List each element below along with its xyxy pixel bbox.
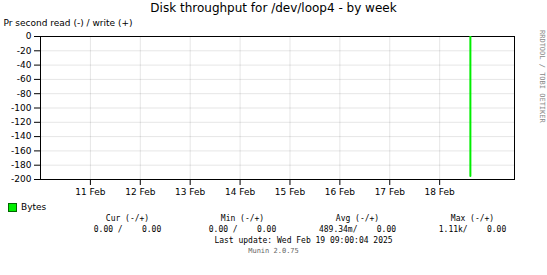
html-text:Bytes: Bytes — [21, 202, 47, 212]
svg-text:16 Feb: 16 Feb — [325, 187, 356, 197]
html-text:Avg (-/+): Avg (-/+) — [335, 214, 380, 223]
svg-text:12 Feb: 12 Feb — [125, 187, 156, 197]
svg-text:-20: -20 — [17, 46, 32, 56]
svg-text:17 Feb: 17 Feb — [375, 187, 406, 197]
html-text:RRDTOOL / TOBI OETIKER: RRDTOOL / TOBI OETIKER — [538, 30, 546, 123]
html-text:0.00 / 0.00: 0.00 / 0.00 — [208, 225, 277, 234]
svg-text:-200: -200 — [11, 174, 32, 184]
html-text:1.11k/ 0.00: 1.11k/ 0.00 — [438, 225, 507, 234]
html-text:Cur (-/+): Cur (-/+) — [105, 214, 150, 223]
svg-text:-120: -120 — [11, 117, 32, 127]
html-text:0.00 / 0.00: 0.00 / 0.00 — [93, 225, 162, 234]
svg-text:Pr second read (-) / write (+): Pr second read (-) / write (+) — [4, 18, 133, 28]
svg-text:-160: -160 — [11, 146, 32, 156]
svg-text:18 Feb: 18 Feb — [425, 187, 456, 197]
svg-text:13 Feb: 13 Feb — [175, 187, 206, 197]
svg-text:-40: -40 — [17, 60, 32, 70]
html-text:489.34m/ 0.00: 489.34m/ 0.00 — [319, 225, 396, 234]
svg-text:-100: -100 — [11, 103, 32, 113]
svg-text:14 Feb: 14 Feb — [225, 187, 256, 197]
svg-text:-140: -140 — [11, 131, 32, 141]
svg-text:-180: -180 — [11, 160, 32, 170]
svg-text:15 Feb: 15 Feb — [275, 187, 306, 197]
svg-text:-60: -60 — [17, 74, 32, 84]
html-text:Min (-/+): Min (-/+) — [220, 214, 265, 223]
svg-text:0: 0 — [26, 31, 32, 41]
svg-text:11 Feb: 11 Feb — [75, 187, 106, 197]
html-text:Max (-/+): Max (-/+) — [450, 214, 495, 223]
html-text:Last update: Wed Feb 19 09:00:: Last update: Wed Feb 19 09:00:04 2025 — [214, 236, 393, 245]
html-text:Disk throughput for /dev/loop4: Disk throughput for /dev/loop4 - by week — [150, 1, 397, 15]
svg-text:-80: -80 — [17, 89, 32, 99]
html-text:Munin 2.0.75: Munin 2.0.75 — [248, 247, 299, 255]
